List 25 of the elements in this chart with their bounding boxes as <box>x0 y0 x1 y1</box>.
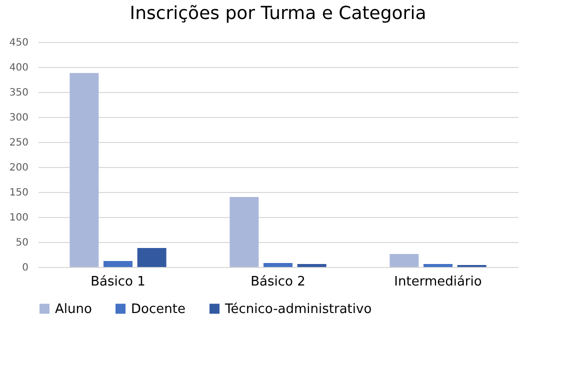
bar <box>230 197 259 267</box>
y-tick-label: 100 <box>9 212 28 224</box>
y-tick-label: 450 <box>9 38 28 48</box>
y-tick-label: 50 <box>16 238 28 248</box>
bar <box>104 261 132 267</box>
y-tick-label: 300 <box>9 112 28 124</box>
bar <box>297 264 326 267</box>
bar <box>137 248 166 267</box>
bar <box>390 254 419 267</box>
chart-title: Inscrições por Turma e Categoria <box>130 3 426 24</box>
y-tick-label: 250 <box>9 138 28 148</box>
x-tick-label: Intermediário <box>394 274 482 290</box>
legend-label: Aluno <box>55 302 92 317</box>
bar <box>264 263 292 267</box>
y-tick-label: 350 <box>9 88 28 98</box>
y-tick-label: 200 <box>9 162 28 174</box>
y-tick-label: 400 <box>9 62 28 74</box>
bar <box>70 73 99 267</box>
y-tick-label: 150 <box>9 188 28 198</box>
y-tick-label: 0 <box>22 262 28 274</box>
x-tick-label: Básico 1 <box>90 274 146 290</box>
x-tick-label: Básico 2 <box>250 274 306 290</box>
legend-label: Docente <box>131 302 186 317</box>
bar <box>424 264 452 267</box>
legend-label: Técnico-administrativo <box>224 302 372 317</box>
